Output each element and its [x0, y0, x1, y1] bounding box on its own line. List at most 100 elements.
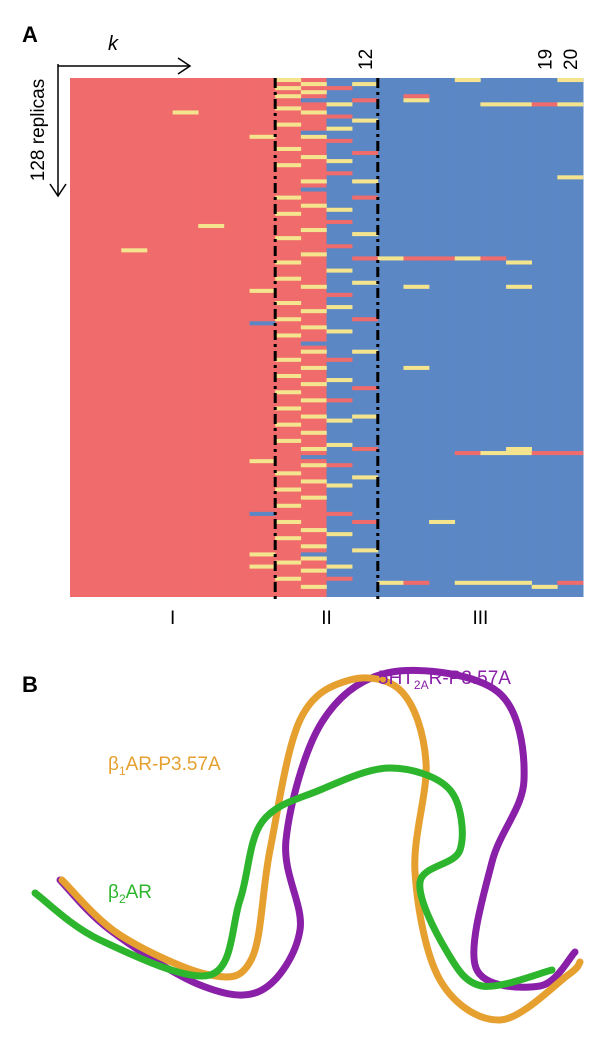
- cell: [300, 544, 327, 549]
- column: [531, 78, 558, 597]
- x-label: k: [108, 33, 119, 55]
- cell: [300, 479, 327, 484]
- cell: [275, 560, 302, 565]
- column: [198, 78, 225, 597]
- cell: [377, 580, 404, 585]
- panel-label: B: [22, 672, 38, 697]
- cell: [300, 414, 327, 419]
- cell: [275, 438, 302, 443]
- cell: [352, 195, 379, 200]
- cell: [275, 471, 302, 476]
- cell: [275, 333, 302, 338]
- cell: [275, 86, 302, 91]
- cell: [352, 82, 379, 87]
- structure-label: β1AR-P3.57A: [108, 754, 221, 778]
- cell: [121, 248, 148, 253]
- cell: [326, 207, 353, 212]
- cell: [531, 102, 558, 107]
- column: [223, 78, 251, 597]
- cell: [300, 134, 327, 139]
- cell: [275, 503, 302, 508]
- cell: [352, 98, 379, 103]
- column: [506, 78, 533, 597]
- cell: [300, 228, 327, 233]
- cell: [557, 175, 584, 180]
- cell: [300, 179, 327, 184]
- column-tick-label: 20: [561, 49, 582, 70]
- cell: [403, 98, 430, 103]
- cell: [300, 446, 327, 452]
- cell: [275, 78, 302, 83]
- cell: [403, 580, 430, 585]
- column: [377, 78, 404, 597]
- cell: [326, 329, 353, 334]
- cell: [403, 284, 430, 289]
- cell: [326, 292, 353, 297]
- cell: [300, 398, 327, 403]
- label-prefix: 5HT: [378, 668, 414, 689]
- cell: [249, 564, 276, 569]
- cell: [300, 82, 327, 87]
- cell: [300, 130, 327, 135]
- column: [300, 78, 327, 597]
- cell: [275, 94, 302, 99]
- label-subscript: 2A: [414, 678, 429, 692]
- cell: [275, 122, 302, 127]
- cell: [300, 341, 327, 346]
- cell: [326, 442, 353, 447]
- cell: [326, 102, 353, 107]
- cell: [454, 256, 481, 261]
- cell: [429, 519, 456, 525]
- cell: [275, 236, 302, 241]
- cell: [300, 552, 327, 557]
- cell: [300, 325, 327, 330]
- cell: [300, 455, 327, 460]
- cell: [326, 511, 353, 516]
- cell: [275, 390, 302, 395]
- cell: [326, 532, 353, 537]
- column: [480, 78, 507, 597]
- cell: [480, 580, 507, 585]
- cell: [249, 321, 276, 326]
- cell: [326, 138, 353, 143]
- cell: [352, 179, 379, 184]
- cell: [275, 276, 302, 281]
- cell: [326, 268, 353, 273]
- column: [454, 78, 481, 597]
- cell: [326, 171, 353, 176]
- region-label: III: [472, 608, 488, 629]
- cell: [300, 430, 327, 435]
- cell: [172, 110, 199, 115]
- cell: [275, 357, 302, 362]
- cell: [275, 211, 302, 216]
- cell: [352, 446, 379, 452]
- cell: [352, 386, 379, 391]
- cell: [454, 78, 481, 83]
- column-tick-label: 19: [536, 49, 557, 70]
- cell: [429, 256, 456, 261]
- cell: [300, 110, 327, 115]
- cell: [300, 187, 327, 192]
- cell: [557, 580, 584, 585]
- label-subscript: 2: [119, 892, 126, 906]
- cell: [506, 102, 532, 107]
- cell: [249, 134, 276, 139]
- column: [403, 78, 430, 597]
- cell: [300, 98, 327, 103]
- cell: [506, 451, 532, 456]
- cell: [275, 163, 302, 168]
- region-label: I: [170, 608, 175, 629]
- cell: [352, 150, 379, 156]
- column: [352, 78, 379, 597]
- cell: [326, 244, 353, 249]
- cell: [249, 459, 276, 464]
- cell: [480, 102, 507, 107]
- label-suffix: AR: [126, 882, 152, 903]
- column: [121, 78, 148, 597]
- label-prefix: β: [108, 882, 119, 903]
- column: [70, 78, 97, 597]
- cell: [403, 94, 430, 99]
- label-suffix: AR-P3.57A: [126, 754, 221, 775]
- cell: [403, 256, 430, 261]
